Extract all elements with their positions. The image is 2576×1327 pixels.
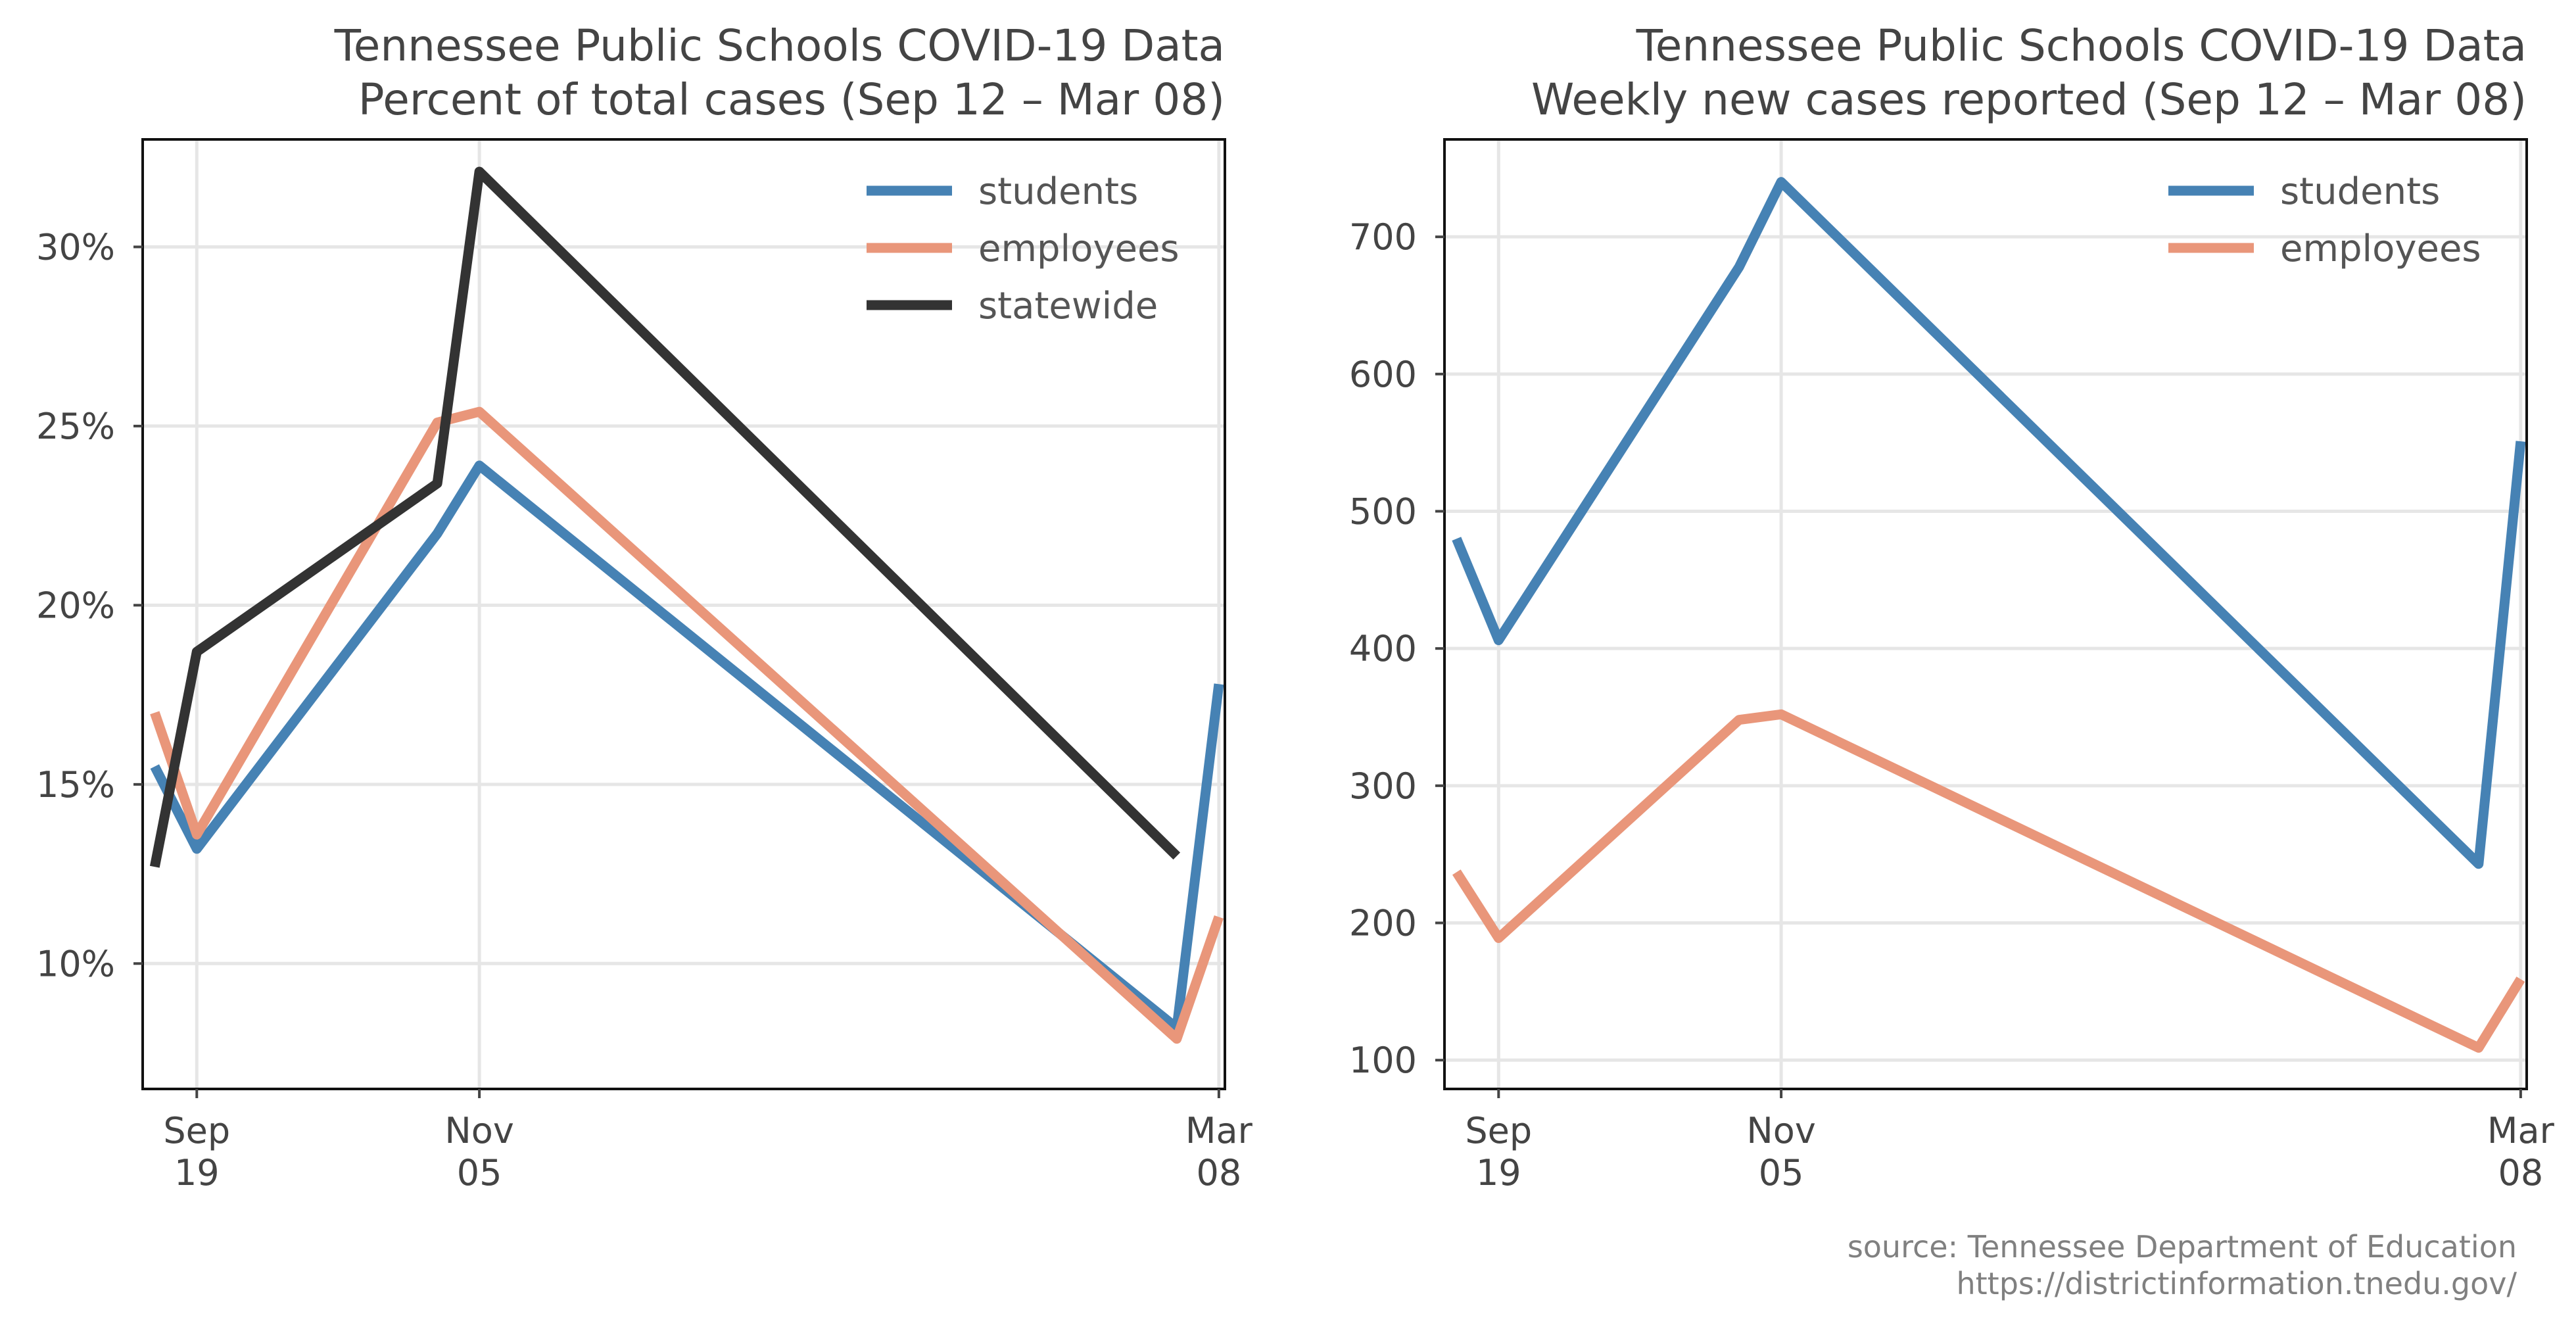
percent-chart-students-point <box>433 529 442 538</box>
percent-chart-employees-point <box>192 830 201 839</box>
percent-chart-employees-point <box>150 708 159 717</box>
weekly-cases-chart-ytick-label-500: 500 <box>1349 491 1417 532</box>
weekly-cases-chart-legend-label-students: students <box>2280 170 2440 213</box>
percent-chart-statewide-point <box>433 479 442 488</box>
percent-chart-subtitle: Percent of total cases (Sep 12 – Mar 08) <box>358 74 1225 125</box>
weekly-cases-chart-ytick-label-100: 100 <box>1349 1040 1417 1081</box>
weekly-cases-chart-legend-item-students: students <box>2168 170 2440 213</box>
weekly-cases-chart-series <box>1452 177 2526 1053</box>
weekly-cases-chart-xtick-label-mar: Mar 08 <box>2487 1110 2555 1194</box>
percent-chart-xtick-label-sep: Sep 19 <box>163 1110 230 1194</box>
percent-chart-legend-item-employees: employees <box>867 228 1180 270</box>
source-attribution: source: Tennessee Department of Educatio… <box>1848 1229 2517 1265</box>
weekly-cases-chart-series-employees <box>1452 709 2525 1053</box>
percent-chart-employees-point <box>1172 1034 1181 1044</box>
percent-chart-legend-label-statewide: statewide <box>978 285 1158 327</box>
weekly-cases-chart-students-point <box>1494 636 1503 645</box>
percent-chart-series-statewide <box>149 166 1181 868</box>
percent-chart-students-point <box>1214 679 1224 688</box>
weekly-cases-chart-students-point <box>2474 859 2483 869</box>
weekly-cases-chart-legend-label-employees: employees <box>2280 228 2481 270</box>
weekly-cases-chart-grid <box>1444 139 2527 1089</box>
weekly-cases-chart-students-point <box>1734 262 1744 272</box>
weekly-cases-chart-students-point <box>2516 437 2525 446</box>
percent-chart-students-point <box>475 461 484 470</box>
weekly-cases-chart: Tennessee Public Schools COVID-19 Data W… <box>1349 20 2555 1194</box>
percent-chart-frame <box>141 138 1226 1090</box>
weekly-cases-chart-ticks: Sep 19 Nov 05 Mar 08 100 200 300 400 500 600 700 <box>1349 216 2555 1194</box>
percent-chart-series <box>149 166 1224 1044</box>
weekly-cases-chart-employees-point <box>1494 934 1503 943</box>
weekly-cases-chart-students-point <box>1452 534 1461 543</box>
weekly-cases-chart-ytick-label-200: 200 <box>1349 903 1417 944</box>
percent-chart-legend-item-statewide: statewide <box>867 285 1158 327</box>
percent-chart-ytick-label-25: 25% <box>36 406 115 447</box>
percent-chart-ytick-label-30: 30% <box>36 226 115 268</box>
percent-chart-employees-point <box>475 407 484 416</box>
percent-chart: Tennessee Public Schools COVID-19 Data P… <box>36 20 1253 1194</box>
weekly-cases-chart-frame <box>1443 138 2528 1090</box>
percent-chart-statewide-point <box>475 167 484 176</box>
percent-chart-legend-label-students: students <box>978 170 1138 213</box>
percent-chart-legend-item-students: students <box>867 170 1138 213</box>
percent-chart-statewide-point <box>192 647 201 656</box>
weekly-cases-chart-legend-item-employees: employees <box>2168 228 2481 270</box>
weekly-cases-chart-ytick-label-300: 300 <box>1349 765 1417 807</box>
percent-chart-ytick-label-20: 20% <box>36 585 115 626</box>
weekly-cases-chart-employees-point <box>1777 710 1786 719</box>
weekly-cases-chart-ytick-label-400: 400 <box>1349 628 1417 669</box>
percent-chart-xtick-label-mar: Mar 08 <box>1185 1110 1253 1194</box>
weekly-cases-chart-employees-point <box>2516 975 2525 984</box>
percent-chart-students-point <box>150 762 159 771</box>
weekly-cases-chart-legend: students employees <box>2168 170 2481 270</box>
percent-chart-statewide-point <box>150 862 159 871</box>
percent-chart-employees-point <box>1214 912 1224 921</box>
percent-chart-series-employees <box>150 406 1224 1044</box>
percent-chart-xtick-label-nov: Nov 05 <box>444 1110 513 1194</box>
percent-chart-statewide-point <box>1172 852 1181 861</box>
percent-chart-students-point <box>192 844 201 854</box>
percent-chart-title: Tennessee Public Schools COVID-19 Data <box>334 20 1225 71</box>
percent-chart-ticks: Sep 19 Nov 05 Mar 08 10% 15% 20% 25% 30% <box>36 226 1253 1194</box>
percent-chart-legend-label-employees: employees <box>978 228 1180 270</box>
weekly-cases-chart-title: Tennessee Public Schools COVID-19 Data <box>1636 20 2527 71</box>
weekly-cases-chart-employees-point <box>2474 1043 2483 1052</box>
weekly-cases-chart-ytick-label-700: 700 <box>1349 216 1417 258</box>
weekly-cases-chart-students-point <box>1777 178 1786 187</box>
percent-chart-series-students <box>150 460 1224 1033</box>
percent-chart-grid <box>143 139 1225 1089</box>
weekly-cases-chart-xtick-label-nov: Nov 05 <box>1746 1110 1815 1194</box>
weekly-cases-chart-series-students <box>1452 177 2526 869</box>
weekly-cases-chart-subtitle: Weekly new cases reported (Sep 12 – Mar … <box>1531 74 2527 125</box>
weekly-cases-chart-xtick-label-sep: Sep 19 <box>1465 1110 1532 1194</box>
percent-chart-legend: students employees statewide <box>867 170 1180 327</box>
weekly-cases-chart-employees-point <box>1452 867 1461 877</box>
percent-chart-ytick-label-10: 10% <box>36 943 115 984</box>
weekly-cases-chart-ytick-label-600: 600 <box>1349 354 1417 395</box>
weekly-cases-chart-employees-point <box>1734 715 1744 725</box>
percent-chart-ytick-label-15: 15% <box>36 764 115 806</box>
source-url: https://districtinformation.tnedu.gov/ <box>1956 1266 2517 1301</box>
